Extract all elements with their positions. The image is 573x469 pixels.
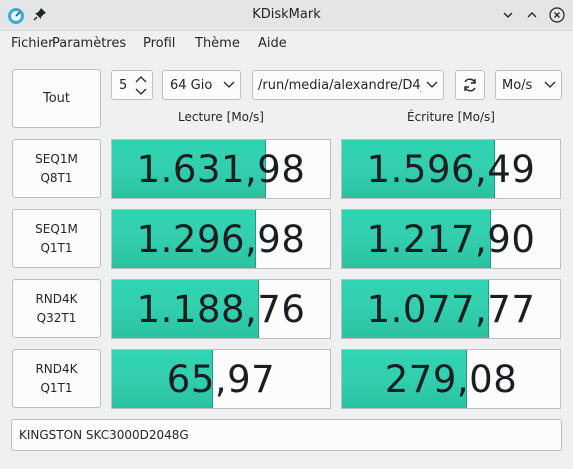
test-button[interactable]: SEQ1M Q1T1: [12, 209, 101, 268]
maximize-icon[interactable]: [524, 7, 540, 23]
runs-value: 5: [119, 77, 128, 93]
window-title: KDiskMark: [252, 7, 321, 22]
test-button[interactable]: SEQ1M Q8T1: [12, 139, 101, 198]
run-all-button[interactable]: Tout: [12, 69, 101, 128]
read-fill: [112, 350, 214, 408]
write-result-bar: 1.217,90: [341, 209, 561, 269]
read-value: 65,97: [166, 357, 276, 401]
menu-settings[interactable]: Paramètres: [52, 36, 127, 51]
write-value: 1.596,49: [366, 147, 536, 191]
test-button[interactable]: RND4K Q1T1: [12, 349, 101, 408]
read-fill: [112, 140, 267, 198]
write-value: 1.077,77: [366, 287, 536, 331]
read-value: 1.296,98: [136, 217, 306, 261]
read-result-bar: 65,97: [111, 349, 331, 409]
write-result-bar: 1.596,49: [341, 139, 561, 199]
menu-help[interactable]: Aide: [258, 36, 287, 51]
chevron-down-icon: [426, 81, 438, 88]
read-header: Lecture [Mo/s]: [178, 110, 264, 124]
run-all-label: Tout: [42, 91, 71, 106]
path-select[interactable]: /run/media/alexandre/D4_S: [252, 70, 444, 100]
unit-value: Mo/s: [502, 77, 533, 93]
write-fill: [342, 350, 468, 408]
write-result-bar: 279,08: [341, 349, 561, 409]
test-label: RND4K Q1T1: [35, 361, 78, 395]
runs-spinbox[interactable]: 5: [111, 70, 153, 100]
test-button[interactable]: RND4K Q32T1: [12, 279, 101, 338]
size-select[interactable]: 64 Gio: [162, 70, 241, 100]
test-label: SEQ1M Q1T1: [35, 221, 78, 255]
write-fill: [342, 280, 490, 338]
write-header: Écriture [Mo/s]: [407, 110, 495, 124]
menu-theme[interactable]: Thème: [195, 36, 240, 51]
read-fill: [112, 280, 260, 338]
unit-select[interactable]: Mo/s: [495, 70, 562, 100]
title-bar: KDiskMark: [0, 0, 573, 31]
write-value: 279,08: [384, 357, 518, 401]
spin-down-icon[interactable]: [134, 87, 148, 97]
read-result-bar: 1.631,98: [111, 139, 331, 199]
read-fill: [112, 210, 256, 268]
close-icon[interactable]: [549, 7, 565, 23]
spin-up-icon[interactable]: [134, 74, 148, 84]
write-result-bar: 1.077,77: [341, 279, 561, 339]
chevron-down-icon: [223, 81, 235, 88]
read-value: 1.188,76: [136, 287, 306, 331]
size-value: 64 Gio: [170, 77, 213, 93]
test-label: SEQ1M Q8T1: [35, 151, 78, 185]
read-result-bar: 1.188,76: [111, 279, 331, 339]
kdiskmark-app-icon: [8, 8, 24, 24]
write-value: 1.217,90: [366, 217, 536, 261]
test-label: RND4K Q32T1: [35, 291, 78, 325]
path-value: /run/media/alexandre/D4_S: [258, 77, 421, 93]
chevron-down-icon: [544, 81, 556, 88]
menu-file[interactable]: Fichier: [11, 36, 54, 51]
pin-icon[interactable]: [32, 6, 48, 22]
device-info-field: KINGSTON SKC3000D2048G: [11, 419, 562, 451]
menu-profile[interactable]: Profil: [143, 36, 176, 51]
write-fill: [342, 210, 491, 268]
device-name: KINGSTON SKC3000D2048G: [19, 428, 189, 442]
minimize-icon[interactable]: [500, 7, 516, 23]
refresh-icon: [464, 78, 476, 92]
read-result-bar: 1.296,98: [111, 209, 331, 269]
read-value: 1.631,98: [136, 147, 306, 191]
refresh-button[interactable]: [455, 70, 485, 100]
write-fill: [342, 140, 495, 198]
menu-bar: Fichier Paramètres Profil Thème Aide: [0, 31, 573, 57]
